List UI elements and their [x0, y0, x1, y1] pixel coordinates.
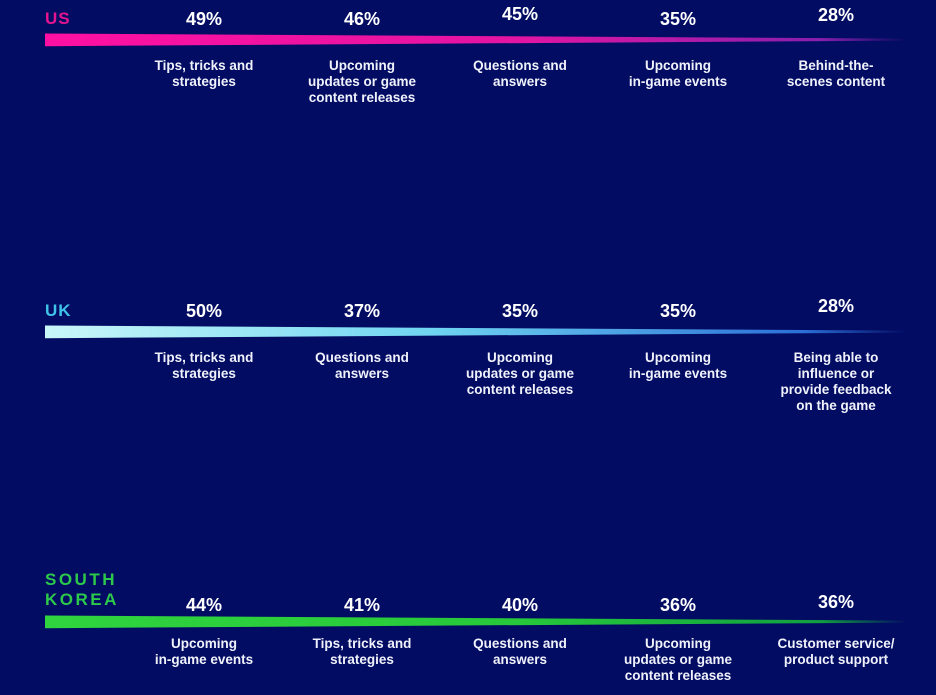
category-label: Questions and answers [473, 636, 567, 667]
country-label-us: US [45, 9, 71, 28]
country-label-south-korea: SOUTH KOREA [45, 570, 119, 609]
percent-value: 49% [185, 9, 223, 29]
bar-wedge [45, 33, 907, 47]
category-label: Upcoming in-game events [628, 58, 728, 89]
percent-row-south-korea: 44% 41% 40% 36% 36% [125, 592, 915, 616]
bar-wedge [45, 615, 907, 629]
category-label: Upcoming updates or game content release… [307, 58, 417, 105]
category-label: Upcoming in-game events [628, 350, 728, 381]
percent-value: 46% [343, 9, 381, 29]
section-us: US 49% 46% 45% 35% 28% Tips, tricks and … [0, 0, 936, 290]
category-label: Upcoming updates or game content release… [465, 350, 575, 397]
gradient-bar-uk [45, 325, 907, 339]
percent-value: 35% [659, 301, 697, 321]
percent-value: 28% [817, 5, 855, 25]
percent-value: 40% [501, 595, 539, 615]
category-label: Being able to influence or provide feedb… [780, 350, 892, 413]
percent-value: 50% [185, 301, 223, 321]
category-row-us: Tips, tricks and strategies Upcoming upd… [125, 58, 915, 106]
percent-value: 36% [659, 595, 697, 615]
percent-row-uk: 50% 37% 35% 35% 28% [125, 296, 915, 322]
category-label: Questions and answers [315, 350, 409, 381]
category-label: Tips, tricks and strategies [154, 58, 254, 89]
category-label: Tips, tricks and strategies [312, 636, 412, 667]
percent-value: 28% [817, 296, 855, 316]
category-label: Questions and answers [473, 58, 567, 89]
country-label-uk: UK [45, 301, 72, 320]
gradient-bar-us [45, 33, 907, 47]
percent-value: 41% [343, 595, 381, 615]
category-row-south-korea: Upcoming in-game events Tips, tricks and… [125, 636, 915, 684]
percent-value: 35% [501, 301, 539, 321]
percent-value: 35% [659, 9, 697, 29]
category-row-uk: Tips, tricks and strategies Questions an… [125, 350, 915, 414]
category-label: Upcoming in-game events [154, 636, 254, 667]
category-label: Tips, tricks and strategies [154, 350, 254, 381]
percent-value: 37% [343, 301, 381, 321]
percent-value: 44% [185, 595, 223, 615]
section-uk: UK 50% 37% 35% 35% 28% Tips, tricks and … [0, 292, 936, 582]
percent-row-us: 49% 46% 45% 35% 28% [125, 4, 915, 30]
category-label: Behind-the- scenes content [786, 58, 886, 89]
bar-wedge [45, 325, 907, 339]
percent-value: 36% [817, 592, 855, 612]
section-south-korea: SOUTH KOREA 44% 41% 40% 36% 36% Upcoming… [0, 570, 936, 695]
category-label: Upcoming updates or game content release… [623, 636, 733, 683]
gradient-bar-south-korea [45, 615, 907, 629]
percent-value: 45% [501, 4, 539, 24]
category-label: Customer service/ product support [777, 636, 895, 667]
